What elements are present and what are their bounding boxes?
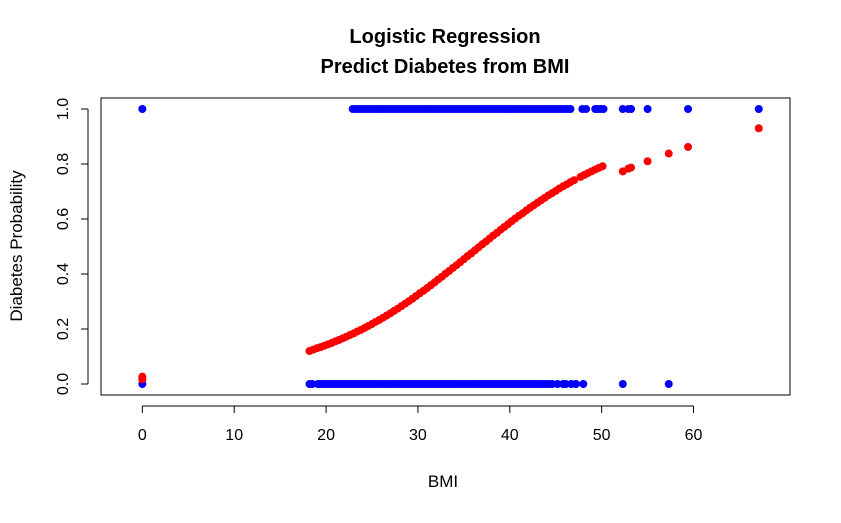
x-axis-label: BMI [428, 472, 458, 491]
data-point-series-1 [138, 105, 147, 113]
data-point-series-1 [599, 105, 608, 113]
data-point-series-2 [579, 380, 588, 388]
y-tick-label: 0.0 [55, 373, 72, 395]
data-point-series-1 [566, 105, 575, 113]
x-tick-label: 50 [593, 427, 611, 444]
data-point-series-3 [138, 375, 147, 384]
data-point-series-3 [754, 124, 763, 133]
data-point-series-3 [684, 142, 693, 151]
x-tick-label: 0 [138, 427, 147, 444]
axes-layer: 0 10 20 30 40 50 60 0.0 0.2 0.4 0.6 0.8 1.0 [55, 97, 791, 444]
data-point-series-2 [618, 380, 627, 388]
chart-subtitle: Predict Diabetes from BMI [321, 56, 570, 78]
data-point-series-2 [553, 380, 562, 388]
x-tick-label: 20 [317, 427, 335, 444]
data-point-series-3 [570, 176, 579, 185]
data-point-series-3 [664, 149, 673, 158]
y-tick-label: 0.4 [55, 263, 72, 285]
x-tick-label: 30 [409, 427, 427, 444]
data-point-series-1 [754, 105, 763, 113]
data-point-series-3 [627, 163, 636, 172]
y-axis-label: Diabetes Probability [7, 170, 26, 322]
x-tick-label: 10 [225, 427, 243, 444]
plot-frame [100, 97, 791, 396]
points-layer [138, 105, 763, 388]
data-point-series-1 [627, 105, 636, 113]
data-point-series-1 [618, 105, 627, 113]
data-point-series-2 [571, 380, 580, 388]
data-point-series-3 [643, 157, 652, 166]
data-point-series-1 [582, 105, 591, 113]
data-point-series-2 [308, 380, 317, 388]
chart-title: Logistic Regression [349, 26, 540, 48]
y-tick-label: 0.2 [55, 318, 72, 340]
y-tick-label: 0.8 [55, 153, 72, 175]
data-point-series-2 [664, 380, 673, 388]
y-tick-label: 1.0 [55, 98, 72, 120]
data-point-series-2 [548, 380, 557, 388]
data-point-series-2 [561, 380, 570, 388]
x-tick-label: 60 [685, 427, 703, 444]
y-tick-label: 0.6 [55, 208, 72, 230]
data-point-series-1 [643, 105, 652, 113]
data-point-series-1 [684, 105, 693, 113]
x-tick-label: 40 [501, 427, 519, 444]
data-point-series-3 [598, 162, 607, 171]
